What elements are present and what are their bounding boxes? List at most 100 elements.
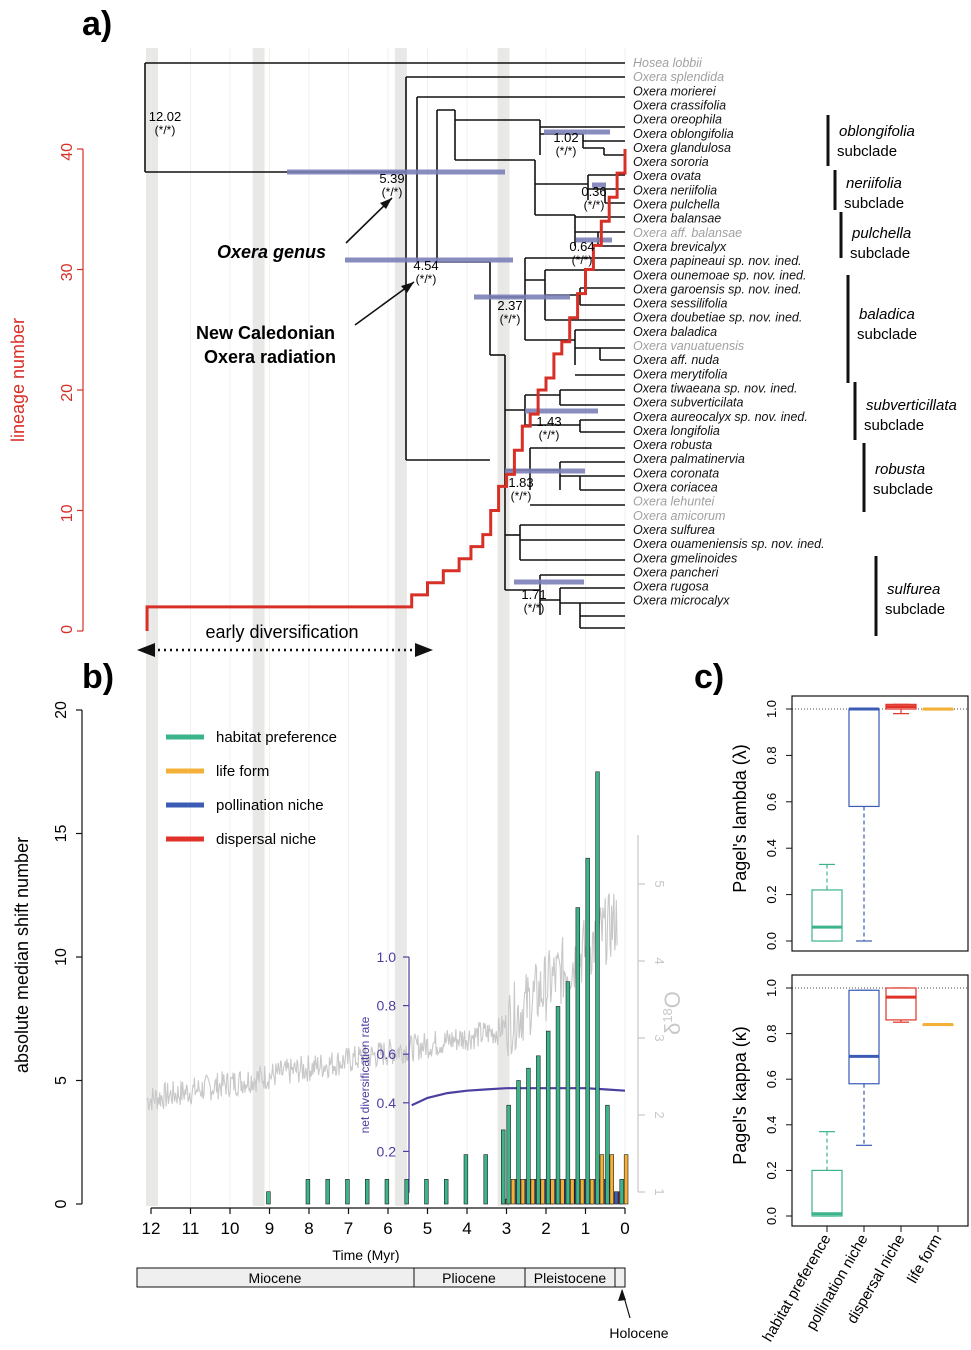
subclade-word: subclade bbox=[844, 195, 904, 212]
kappa-tick-label: 0.4 bbox=[764, 1116, 779, 1134]
node-support-label: (*/*) bbox=[556, 144, 577, 158]
subclade-name: subverticillata bbox=[866, 397, 957, 414]
shift-bar bbox=[266, 1191, 271, 1205]
subclade-word: subclade bbox=[837, 143, 897, 160]
time-tick-label: 0 bbox=[620, 1219, 629, 1238]
time-tick-label: 1 bbox=[581, 1219, 590, 1238]
d18o-title-o: O bbox=[660, 991, 685, 1008]
diversification-tick-label: 0.8 bbox=[377, 998, 397, 1014]
shift-bar bbox=[516, 1080, 521, 1205]
tip-label: Oxera crassifolia bbox=[633, 98, 726, 112]
shift-bar bbox=[526, 1067, 531, 1205]
subclade-name: sulfurea bbox=[887, 581, 940, 598]
time-tick-label: 3 bbox=[502, 1219, 511, 1238]
kappa-axis-title: Pagel's kappa (κ) bbox=[730, 1026, 750, 1165]
shift-bar bbox=[579, 1179, 585, 1205]
shift-bar bbox=[575, 907, 581, 1205]
callout-radiation-line2: Oxera radiation bbox=[204, 347, 336, 367]
tip-label: Oxera amicorum bbox=[633, 509, 725, 523]
callout-arrowhead bbox=[380, 198, 392, 209]
node-support-label: (*/*) bbox=[500, 312, 521, 326]
lineage-axis-title: lineage number bbox=[8, 318, 28, 442]
epoch-band bbox=[146, 48, 158, 1206]
kappa-tick-label: 1.0 bbox=[764, 979, 779, 997]
callout-radiation-line1: New Caledonian bbox=[196, 323, 335, 343]
tip-label: Oxera garoensis sp. nov. ined. bbox=[633, 282, 802, 296]
epoch-band bbox=[394, 48, 407, 1206]
tip-label: Oxera longifolia bbox=[633, 424, 720, 438]
epoch-label-pliocene: Pliocene bbox=[442, 1270, 496, 1286]
time-tick-label: 8 bbox=[304, 1219, 313, 1238]
shift-bar bbox=[500, 1129, 506, 1205]
holocene-arrowhead bbox=[618, 1289, 626, 1301]
node-age-label: 12.02 bbox=[149, 109, 182, 124]
tip-label: Oxera ouameniensis sp. nov. ined. bbox=[633, 537, 825, 551]
d18o-tick-label: 4 bbox=[652, 957, 667, 964]
lineage-tick-label: 20 bbox=[59, 384, 76, 402]
shift-bar bbox=[443, 1179, 449, 1205]
shift-bar bbox=[483, 1154, 488, 1205]
lambda-axis-title: Pagel's lambda (λ) bbox=[730, 744, 750, 893]
shift-bar bbox=[619, 1179, 624, 1205]
kappa-tick-label: 0.6 bbox=[764, 1070, 779, 1088]
time-tick-label: 2 bbox=[541, 1219, 550, 1238]
time-tick-label: 5 bbox=[423, 1219, 432, 1238]
tip-label: Oxera rugosa bbox=[633, 580, 709, 594]
lambda-tick-label: 0.6 bbox=[764, 793, 779, 811]
shift-tick-label: 20 bbox=[53, 701, 70, 719]
shift-tick-label: 5 bbox=[53, 1076, 70, 1085]
tip-label: Oxera pancheri bbox=[633, 565, 720, 579]
shift-tick-label: 15 bbox=[53, 825, 70, 843]
shift-bar bbox=[536, 1055, 541, 1205]
lambda-box bbox=[811, 889, 843, 942]
time-tick-label: 6 bbox=[383, 1219, 392, 1238]
d18o-tick-label: 5 bbox=[652, 880, 667, 887]
legend-label: pollination niche bbox=[216, 797, 324, 814]
shift-bar bbox=[305, 1179, 311, 1205]
tip-label: Oxera sororia bbox=[633, 155, 709, 169]
lambda-tick-label: 0.0 bbox=[764, 932, 779, 950]
epoch-band bbox=[497, 48, 510, 1206]
shift-bar bbox=[570, 1179, 575, 1205]
tip-label: Oxera brevicalyx bbox=[633, 240, 727, 254]
lineage-tick-label: 30 bbox=[59, 263, 76, 281]
shift-bar bbox=[623, 1154, 629, 1205]
shift-bar bbox=[463, 1154, 469, 1205]
shift-bar bbox=[364, 1179, 370, 1205]
shift-tick-label: 10 bbox=[53, 948, 70, 966]
lambda-tick-label: 0.2 bbox=[764, 886, 779, 904]
shift-bar bbox=[599, 1154, 605, 1205]
panel-label-c: c) bbox=[694, 658, 724, 696]
lambda-tick-label: 1.0 bbox=[764, 700, 779, 718]
lambda-frame bbox=[791, 695, 969, 952]
node-age-label: 1.83 bbox=[508, 475, 533, 490]
tip-label: Oxera subverticilata bbox=[633, 396, 744, 410]
shift-bar bbox=[510, 1179, 516, 1205]
epoch-label-miocene: Miocene bbox=[249, 1270, 302, 1286]
subclade-word: subclade bbox=[873, 481, 933, 498]
tip-label: Oxera ounemoae sp. nov. ined. bbox=[633, 268, 807, 282]
tip-label: Oxera baladica bbox=[633, 325, 717, 339]
lambda-box bbox=[848, 708, 880, 808]
panel-c: 0.0 0.2 0.4 0.6 0.8 1.0 Pagel's lambda (λ) 0.0 0… bbox=[730, 695, 969, 1345]
kappa-tick-label: 0.0 bbox=[764, 1207, 779, 1225]
tip-label: Oxera palmatinervia bbox=[633, 452, 745, 466]
d18o-title-delta: δ bbox=[660, 1023, 685, 1035]
node-support-label: (*/*) bbox=[416, 272, 437, 286]
kappa-tick-label: 0.8 bbox=[764, 1025, 779, 1043]
shift-bar bbox=[325, 1179, 330, 1205]
kappa-frame bbox=[791, 974, 969, 1227]
tip-label: Oxera sessilifolia bbox=[633, 297, 728, 311]
node-age-label: 1.71 bbox=[521, 587, 546, 602]
callout-arrowhead bbox=[401, 282, 414, 293]
node-support-label: (*/*) bbox=[584, 198, 605, 212]
time-axis-title: Time (Myr) bbox=[332, 1247, 399, 1263]
d18o-tick-label: 1 bbox=[652, 1188, 667, 1195]
diversification-axis-title: net diversification rate bbox=[358, 1016, 372, 1133]
time-tick-label: 11 bbox=[182, 1219, 200, 1238]
arrowhead-left bbox=[137, 643, 155, 657]
tip-label: Oxera oblongifolia bbox=[633, 127, 734, 141]
diversification-tick-label: 0.6 bbox=[377, 1046, 397, 1062]
